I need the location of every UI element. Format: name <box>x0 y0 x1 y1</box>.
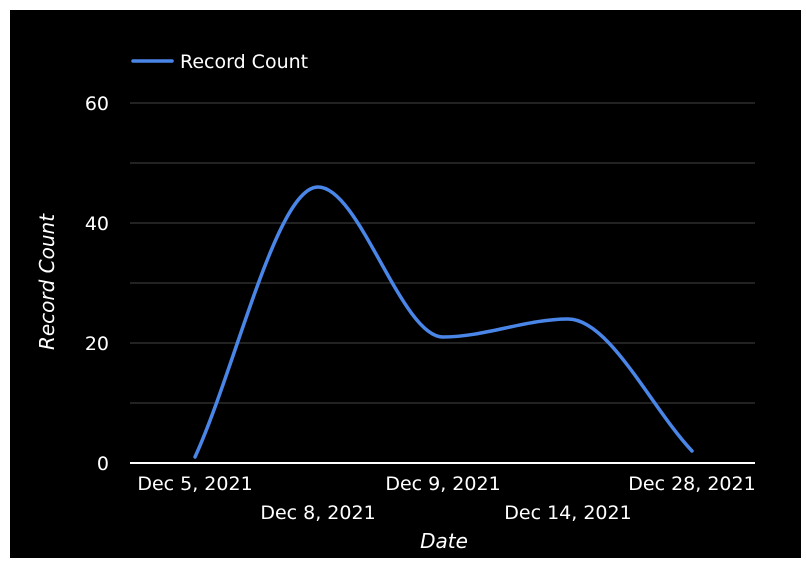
series-layer <box>189 181 698 463</box>
y-tick-label: 0 <box>97 453 109 475</box>
y-axis-title: Record Count <box>35 213 59 350</box>
y-tick-label: 60 <box>85 93 109 115</box>
data-point[interactable] <box>312 181 324 193</box>
x-axis-title: Date <box>420 529 468 553</box>
legend-label-record-count: Record Count <box>180 51 308 73</box>
line-chart: 0 20 40 60 Dec 5, 2021 Dec 8, 2021 Dec 9, 202… <box>35 51 756 553</box>
data-point[interactable] <box>562 313 574 325</box>
x-tick-label: Dec 5, 2021 <box>137 473 252 495</box>
series-line-record-count[interactable] <box>193 185 694 459</box>
x-tick-label: Dec 28, 2021 <box>628 473 755 495</box>
x-tick-label: Dec 8, 2021 <box>260 502 375 524</box>
x-tick-label: Dec 14, 2021 <box>504 502 631 524</box>
data-point[interactable] <box>437 331 449 343</box>
chart-frame: 0 20 40 60 Dec 5, 2021 Dec 8, 2021 Dec 9, 202… <box>10 10 801 558</box>
y-tick-label: 40 <box>85 213 109 235</box>
y-tick-labels: 0 20 40 60 <box>85 93 109 475</box>
legend[interactable]: Record Count <box>131 51 308 73</box>
y-tick-label: 20 <box>85 333 109 355</box>
data-point[interactable] <box>189 451 201 463</box>
grid-layer <box>130 102 755 464</box>
data-point[interactable] <box>686 445 698 457</box>
x-tick-label: Dec 9, 2021 <box>385 473 500 495</box>
